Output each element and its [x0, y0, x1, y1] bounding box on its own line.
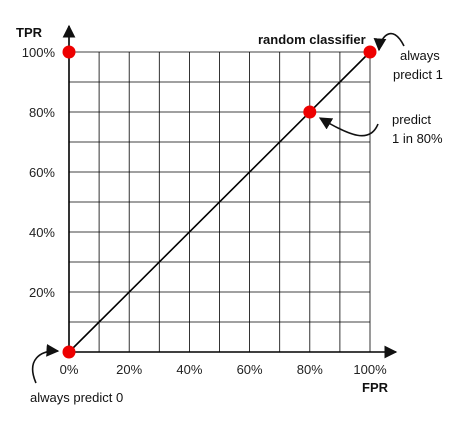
y-tick-label: 40% [29, 225, 55, 240]
data-point [62, 45, 76, 59]
data-point [303, 105, 317, 119]
y-tick-label: 20% [29, 285, 55, 300]
y-axis-label: TPR [16, 25, 43, 40]
random-classifier-label: random classifier [258, 32, 366, 47]
arrow-always-predict-1 [373, 32, 405, 52]
y-tick-label: 80% [29, 105, 55, 120]
x-tick-label: 0% [60, 362, 79, 377]
annotation-predict-80-line2: 1 in 80% [392, 131, 443, 146]
annotation-always-predict-0: always predict 0 [30, 390, 123, 405]
x-tick-label: 60% [237, 362, 263, 377]
x-tick-label: 20% [116, 362, 142, 377]
random-classifier-line [68, 51, 371, 353]
y-tick-label: 60% [29, 165, 55, 180]
arrow-predict-80 [318, 117, 379, 137]
data-point [363, 45, 377, 59]
annotation-always-predict-1-line2: predict 1 [393, 67, 443, 82]
x-tick-label: 80% [297, 362, 323, 377]
data-points [62, 45, 377, 359]
y-tick-label: 100% [22, 45, 56, 60]
axes [62, 24, 398, 359]
annotation-predict-80-line1: predict [392, 112, 431, 127]
data-point [62, 345, 76, 359]
x-axis-label: FPR [362, 380, 389, 395]
tick-labels: 0% 20% 40% 60% 80% 100% 20% 40% 60% 80% 100% [22, 45, 387, 377]
x-tick-label: 40% [176, 362, 202, 377]
annotation-always-predict-1-line1: always [400, 48, 440, 63]
arrow-always-predict-0 [31, 343, 60, 384]
x-tick-label: 100% [353, 362, 387, 377]
